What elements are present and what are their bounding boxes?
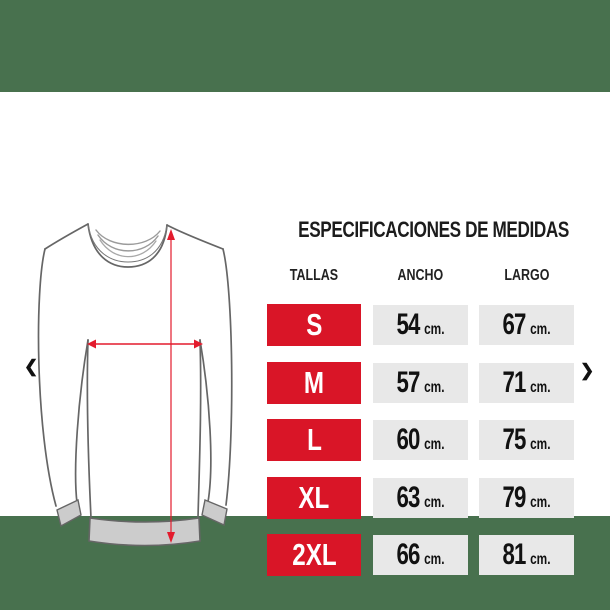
size-badge: S	[267, 304, 361, 346]
length-value: 75	[502, 423, 526, 456]
unit-label: cm.	[530, 379, 551, 396]
width-value-cell: 66 cm.	[373, 535, 468, 575]
length-value: 81	[502, 538, 526, 571]
unit-label: cm.	[424, 494, 445, 511]
column-header-ancho: ANCHO	[397, 267, 444, 284]
size-chart-title: ESPECIFICACIONES DE MEDIDAS	[298, 217, 569, 242]
size-guide-image: ❮ ❯	[0, 92, 610, 576]
length-arrow	[167, 229, 175, 543]
width-value: 57	[396, 366, 420, 399]
length-value-cell: 71 cm.	[479, 363, 574, 403]
width-value: 63	[396, 481, 420, 514]
unit-label: cm.	[424, 321, 445, 338]
size-badge: L	[267, 419, 361, 461]
sweater-outline	[37, 223, 233, 519]
length-value: 67	[502, 308, 526, 341]
length-value-cell: 79 cm.	[479, 478, 574, 518]
unit-label: cm.	[530, 494, 551, 511]
column-header-tallas: TALLAS	[289, 267, 339, 284]
width-value-cell: 54 cm.	[373, 305, 468, 345]
width-value-cell: 63 cm.	[373, 478, 468, 518]
unit-label: cm.	[424, 551, 445, 568]
length-value: 71	[502, 366, 526, 399]
carousel-prev-button[interactable]: ❮	[24, 358, 38, 375]
size-badge: XL	[267, 477, 361, 519]
chevron-right-icon: ❯	[580, 361, 595, 380]
length-value-cell: 67 cm.	[479, 305, 574, 345]
width-value-cell: 57 cm.	[373, 363, 468, 403]
size-row-m: M 57 cm. 71 cm.	[0, 362, 610, 404]
carousel-next-button[interactable]: ❯	[580, 362, 594, 379]
unit-label: cm.	[530, 551, 551, 568]
size-row-s: S 54 cm. 67 cm.	[0, 304, 610, 346]
size-badge: M	[267, 362, 361, 404]
unit-label: cm.	[424, 379, 445, 396]
unit-label: cm.	[530, 321, 551, 338]
size-badge: 2XL	[267, 534, 361, 576]
size-row-2xl: 2XL 66 cm. 81 cm.	[0, 534, 610, 576]
column-header-largo: LARGO	[503, 267, 550, 284]
size-row-l: L 60 cm. 75 cm.	[0, 419, 610, 461]
width-value: 66	[396, 538, 420, 571]
width-value-cell: 60 cm.	[373, 420, 468, 460]
length-value-cell: 81 cm.	[479, 535, 574, 575]
length-value: 79	[502, 481, 526, 514]
letterbox-bar-top	[0, 0, 610, 92]
left-cuff	[56, 498, 82, 528]
sweater-measurement-diagram	[37, 223, 233, 547]
unit-label: cm.	[530, 436, 551, 453]
size-row-xl: XL 63 cm. 79 cm.	[0, 477, 610, 519]
unit-label: cm.	[424, 436, 445, 453]
chevron-left-icon: ❮	[24, 357, 39, 376]
width-arrow	[87, 339, 203, 349]
length-value-cell: 75 cm.	[479, 420, 574, 460]
right-cuff	[201, 499, 228, 527]
width-value: 60	[396, 423, 420, 456]
width-value: 54	[396, 308, 420, 341]
collar	[87, 223, 168, 268]
